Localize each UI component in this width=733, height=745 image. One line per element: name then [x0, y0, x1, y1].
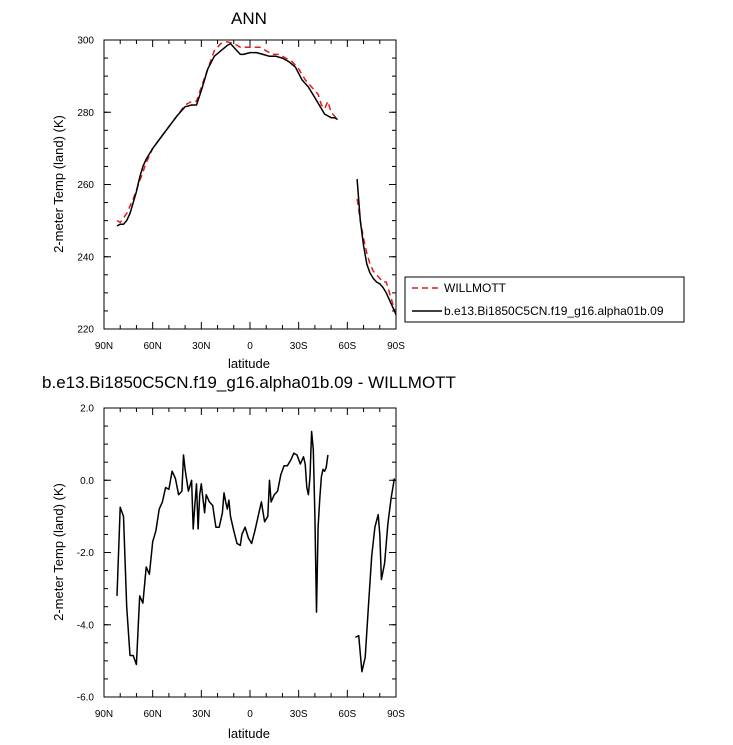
- bottom-series-line-0: [355, 478, 396, 673]
- top-y-axis-label: 2-meter Temp (land) (K): [51, 115, 66, 253]
- top-ytick-label: 240: [77, 252, 94, 263]
- top-ytick-label: 220: [77, 325, 94, 336]
- bottom-xtick-label: 90S: [387, 709, 405, 720]
- bottom-xtick-label: 60N: [143, 709, 161, 720]
- top-ytick-label: 260: [77, 180, 94, 191]
- top-xtick-label: 30N: [192, 341, 210, 352]
- top-xtick-label: 90N: [95, 341, 113, 352]
- top-panel: ANN latitude 2-meter Temp (land) (K) 90N…: [51, 9, 405, 371]
- top-series-line-1: [116, 42, 338, 227]
- bottom-xtick-label: 0: [247, 709, 253, 720]
- top-chart-title: ANN: [231, 9, 267, 28]
- bottom-panel: b.e13.Bi1850C5CN.f19_g16.alpha01b.09 - W…: [42, 373, 456, 741]
- legend-label-willmott: WILLMOTT: [444, 281, 507, 295]
- top-tick-marks: [103, 39, 397, 330]
- top-plot-frame: [103, 39, 397, 330]
- top-series-line-0: [116, 41, 339, 224]
- bottom-series-line-0: [116, 430, 329, 666]
- bottom-plot-frame: [103, 407, 397, 698]
- top-xtick-label: 0: [247, 341, 253, 352]
- bottom-ytick-label: -6.0: [77, 693, 95, 704]
- bottom-series-lines: [116, 430, 396, 673]
- bottom-x-axis-label: latitude: [228, 726, 270, 741]
- bottom-tick-marks: [103, 407, 397, 698]
- top-ytick-label: 300: [77, 36, 94, 47]
- bottom-xtick-label: 30N: [192, 709, 210, 720]
- bottom-chart-title: b.e13.Bi1850C5CN.f19_g16.alpha01b.09 - W…: [42, 373, 456, 392]
- top-xtick-label: 60N: [143, 341, 161, 352]
- top-tick-labels: 90N 60N 30N 0 30S 60S 90S 220 240 260 280 300: [77, 36, 405, 353]
- top-x-axis-label: latitude: [228, 356, 270, 371]
- legend: WILLMOTT b.e13.Bi1850C5CN.f19_g16.alpha0…: [404, 276, 685, 323]
- bottom-y-axis-label: 2-meter Temp (land) (K): [51, 483, 66, 621]
- bottom-xtick-label: 60S: [338, 709, 356, 720]
- legend-label-model: b.e13.Bi1850C5CN.f19_g16.alpha01b.09: [444, 304, 664, 318]
- top-series-line-0: [356, 198, 397, 315]
- top-series-lines: [116, 41, 397, 315]
- top-ytick-label: 280: [77, 108, 94, 119]
- legend-box: [404, 276, 685, 323]
- bottom-ytick-label: 0.0: [80, 476, 94, 487]
- bottom-ytick-label: -4.0: [77, 620, 95, 631]
- top-series-line-1: [356, 179, 397, 315]
- bottom-xtick-label: 90N: [95, 709, 113, 720]
- bottom-ytick-label: 2.0: [80, 404, 94, 415]
- bottom-xtick-label: 30S: [290, 709, 308, 720]
- top-xtick-label: 30S: [290, 341, 308, 352]
- bottom-tick-labels: 90N 60N 30N 0 30S 60S 90S -6.0 -4.0 -2.0 0.0 2.0: [77, 404, 405, 721]
- bottom-ytick-label: -2.0: [77, 548, 95, 559]
- top-xtick-label: 90S: [387, 341, 405, 352]
- top-xtick-label: 60S: [338, 341, 356, 352]
